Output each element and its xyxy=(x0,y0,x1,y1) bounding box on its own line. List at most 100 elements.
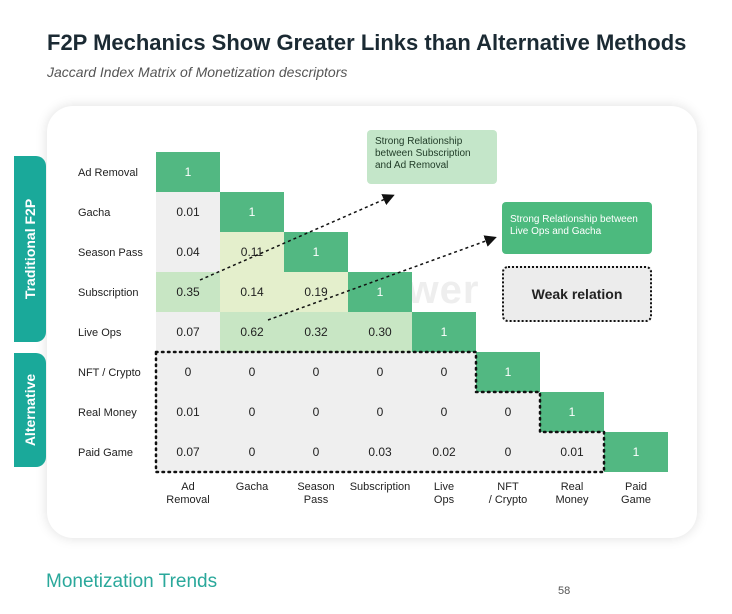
heatmap-cell xyxy=(156,312,220,352)
heatmap-cell xyxy=(412,392,476,432)
heatmap-cell xyxy=(412,352,476,392)
heatmap-cell xyxy=(156,432,220,472)
cell-value-label: 0 xyxy=(377,365,384,379)
heatmap-cell xyxy=(284,432,348,472)
page-title: F2P Mechanics Show Greater Links than Al… xyxy=(47,30,687,55)
arrow-subscription-ad-removal xyxy=(199,194,395,281)
column-label: Subscription xyxy=(350,481,411,493)
callout-liveops-gacha: Strong Relationship between Live Ops and… xyxy=(502,202,652,254)
alternative-boundary xyxy=(154,350,606,474)
cell-value-label: 0.02 xyxy=(432,445,456,459)
row-label: Paid Game xyxy=(78,447,133,459)
heatmap-cell xyxy=(348,352,412,392)
heatmap-cell xyxy=(156,152,220,192)
cell-value-label: 0.07 xyxy=(176,445,200,459)
column-label: Game xyxy=(621,494,651,506)
cell-value-label: 0.07 xyxy=(176,325,200,339)
cell-value-label: 0 xyxy=(505,445,512,459)
column-label: / Crypto xyxy=(489,494,528,506)
column-label: Money xyxy=(555,494,589,506)
cell-value-label: 0 xyxy=(249,445,256,459)
heatmap-cell xyxy=(220,312,284,352)
column-label: Ops xyxy=(434,494,455,506)
heatmap-cell xyxy=(220,192,284,232)
callout-subscription-ad-removal: Strong Relationship between Subscription… xyxy=(367,130,497,184)
cell-value-label: 0 xyxy=(377,405,384,419)
cell-value-label: 1 xyxy=(569,405,576,419)
column-label: Removal xyxy=(166,494,209,506)
row-label: Real Money xyxy=(78,407,137,419)
column-label: Gacha xyxy=(236,481,269,493)
cell-value-label: 0 xyxy=(505,405,512,419)
cell-value-label: 1 xyxy=(441,325,448,339)
cell-value-label: 0 xyxy=(249,405,256,419)
arrow-liveops-gacha xyxy=(267,235,497,321)
column-label: Paid xyxy=(625,481,647,493)
heatmap-cell xyxy=(604,432,668,472)
cell-value-label: 0.32 xyxy=(304,325,328,339)
heatmap-cell xyxy=(476,352,540,392)
heatmap-cell xyxy=(540,432,604,472)
cell-value-label: 1 xyxy=(185,165,192,179)
heatmap-cell xyxy=(156,392,220,432)
cell-value-label: 0 xyxy=(249,365,256,379)
row-label: Live Ops xyxy=(78,327,122,339)
heatmap-cell xyxy=(220,392,284,432)
heatmap-cell xyxy=(220,272,284,312)
heatmap-cell xyxy=(476,392,540,432)
heatmap-cell xyxy=(284,392,348,432)
heatmap-cell xyxy=(220,432,284,472)
side-tab-alternative: Alternative xyxy=(14,353,46,467)
row-label: Gacha xyxy=(78,207,111,219)
column-label: Pass xyxy=(304,494,329,506)
cell-value-label: 0.62 xyxy=(240,325,264,339)
heatmap-cell xyxy=(284,352,348,392)
heatmap-cell xyxy=(348,272,412,312)
cell-value-label: 0 xyxy=(313,445,320,459)
heatmap-cell xyxy=(156,192,220,232)
footer-section: Monetization Trends xyxy=(46,571,218,592)
column-label: Real xyxy=(561,481,584,493)
heatmap-cell xyxy=(348,432,412,472)
cell-value-label: 0.14 xyxy=(240,285,264,299)
row-label: Ad Removal xyxy=(78,167,138,179)
cell-value-label: 0 xyxy=(185,365,192,379)
cell-value-label: 0.19 xyxy=(304,285,328,299)
cell-value-label: 0.01 xyxy=(560,445,584,459)
heatmap-cell xyxy=(220,352,284,392)
heatmap-cell xyxy=(156,232,220,272)
column-label: Live xyxy=(434,481,454,493)
cell-value-label: 0.03 xyxy=(368,445,392,459)
heatmap-cell xyxy=(540,392,604,432)
page-subtitle: Jaccard Index Matrix of Monetization des… xyxy=(47,64,348,80)
cell-value-label: 0.04 xyxy=(176,245,200,259)
cell-value-label: 0.11 xyxy=(241,245,264,259)
row-label: NFT / Crypto xyxy=(78,367,141,379)
heatmap-cell xyxy=(476,432,540,472)
page-number: 58 xyxy=(558,585,571,597)
cell-value-label: 1 xyxy=(249,205,256,219)
cell-value-label: 1 xyxy=(313,245,320,259)
cell-value-label: 0 xyxy=(313,405,320,419)
cell-value-label: 0.01 xyxy=(176,405,200,419)
heatmap-cell xyxy=(220,232,284,272)
callout-weak-relation-label: Weak relation xyxy=(531,286,623,302)
row-label: Season Pass xyxy=(78,247,143,259)
column-label: Season xyxy=(297,481,334,493)
heatmap-cell xyxy=(156,352,220,392)
cell-value-label: 1 xyxy=(505,365,512,379)
cell-value-label: 0 xyxy=(441,405,448,419)
heatmap-cell xyxy=(412,312,476,352)
heatmap-cell xyxy=(348,312,412,352)
row-label: Subscription xyxy=(78,287,139,299)
cell-value-label: 0 xyxy=(313,365,320,379)
column-label: NFT xyxy=(497,481,519,493)
side-tab-traditional: Traditional F2P xyxy=(14,156,46,342)
cell-value-label: 0.01 xyxy=(176,205,200,219)
callout-weak-relation: Weak relation xyxy=(502,266,652,322)
cell-value-label: 0 xyxy=(441,365,448,379)
heatmap-cell xyxy=(412,432,476,472)
heatmap-cell xyxy=(284,272,348,312)
heatmap-cell xyxy=(348,392,412,432)
